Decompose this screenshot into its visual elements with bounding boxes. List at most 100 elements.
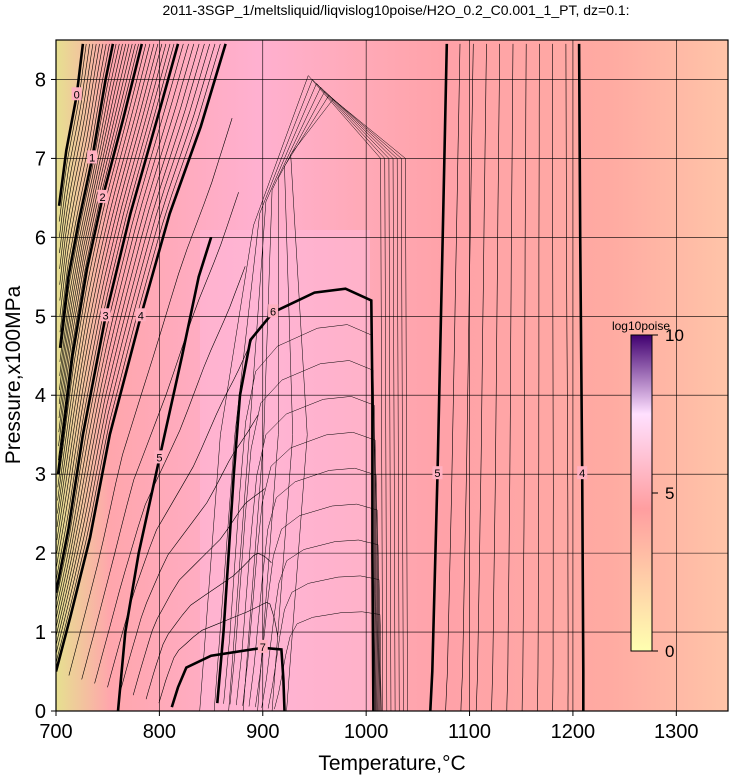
minor-contour-line — [445, 43, 461, 711]
minor-contour-line — [475, 43, 487, 711]
minor-contour-line — [229, 360, 376, 711]
minor-contour-line — [57, 43, 151, 501]
minor-contour-line — [228, 82, 392, 711]
minor-contour-line — [81, 192, 239, 680]
colorbar-tick-label: 0 — [665, 642, 674, 661]
contour-label: 0 — [74, 89, 80, 101]
minor-contour-line — [257, 90, 400, 711]
x-tick-label: 1200 — [551, 721, 596, 743]
minor-contour-line — [58, 43, 87, 222]
colorbar-ticks: 0 5 10 — [652, 326, 684, 661]
x-tick-label: 1100 — [448, 721, 491, 743]
minor-contour-line — [59, 43, 94, 254]
y-tick-label: 2 — [35, 543, 46, 565]
contour-label: 5 — [434, 468, 440, 480]
contour-label: 1 — [89, 152, 95, 164]
minor-contour-line — [565, 43, 569, 711]
y-tick-label: 3 — [35, 464, 46, 486]
minor-contour-line — [506, 43, 514, 711]
colorbar-tick-label: 10 — [665, 326, 684, 345]
minor-contour-line — [68, 118, 233, 676]
contour-label-bg — [257, 639, 268, 653]
x-tick-label: 800 — [143, 721, 176, 743]
minor-contour-line — [242, 432, 378, 711]
minor-contour-line — [59, 43, 97, 269]
pink-core-region — [200, 230, 370, 710]
minor-contour-line — [59, 43, 123, 391]
minor-contours — [56, 43, 569, 711]
minor-contour-line — [56, 43, 210, 646]
minor-contour-line — [56, 43, 175, 580]
plot-frame — [55, 39, 729, 712]
major-contour-line — [56, 43, 144, 475]
minor-contour-line — [271, 94, 404, 711]
contour-label: 3 — [103, 310, 109, 322]
minor-contour-line — [57, 43, 147, 488]
contour-label-bg — [154, 450, 165, 464]
contour-label: 6 — [270, 306, 276, 318]
colorbar: log10poise 0 5 10 — [612, 319, 684, 661]
major-contour-line — [57, 43, 85, 206]
contour-label-bg — [135, 308, 146, 322]
y-ticks: 0 1 2 3 4 5 6 7 8 — [35, 69, 56, 723]
minor-contour-line — [248, 467, 379, 711]
minor-contour-line — [107, 340, 252, 688]
x-tick-label: 900 — [246, 721, 279, 743]
minor-contour-line — [255, 503, 379, 711]
minor-contour-line — [199, 75, 383, 711]
contour-label-bg — [100, 308, 111, 322]
contour-labels: 4 5 5 6 7 4 3 2 1 0 — [71, 87, 588, 654]
minor-contour-line — [58, 43, 139, 461]
minor-contour-line — [59, 43, 90, 238]
plot-background — [56, 40, 728, 711]
colorbar-tick-label: 5 — [665, 484, 674, 503]
y-tick-label: 7 — [35, 148, 46, 170]
minor-contour-line — [58, 43, 126, 405]
y-tick-label: 5 — [35, 306, 46, 328]
y-tick-label: 6 — [35, 227, 46, 249]
minor-contour-line — [460, 43, 474, 711]
minor-contour-line — [57, 43, 155, 514]
colorbar-title: log10poise — [612, 319, 670, 333]
contour-label-bg — [87, 150, 98, 164]
x-tick-label: 1300 — [654, 721, 699, 743]
minor-contour-line — [56, 43, 200, 628]
major-contour-line — [58, 43, 115, 349]
minor-contour-line — [242, 86, 396, 711]
minor-contour-line — [552, 43, 554, 711]
minor-contour-line — [56, 43, 163, 541]
x-axis-label: Temperature,°C — [318, 752, 465, 775]
y-tick-label: 4 — [35, 385, 46, 407]
y-axis-label: Pressure,x100MPa — [2, 285, 25, 464]
chart-title: 2011-3SGP_1/meltsliquid/liqvislog10poise… — [162, 2, 629, 18]
y-tick-label: 1 — [35, 622, 46, 644]
y-tick-label: 8 — [35, 69, 46, 91]
contour-label-bg — [71, 87, 82, 101]
minor-contour-line — [213, 79, 388, 711]
minor-contour-line — [56, 43, 159, 527]
contour-label: 5 — [156, 452, 162, 464]
minor-contour-line — [286, 98, 408, 711]
colorbar-ramp — [630, 334, 653, 652]
contour-label: 7 — [260, 642, 266, 654]
contour-label: 4 — [579, 468, 585, 480]
contour-label-bg — [432, 466, 443, 480]
x-tick-label: 700 — [39, 721, 72, 743]
minor-contour-line — [56, 43, 189, 611]
minor-contour-line — [537, 43, 540, 711]
contour-label: 2 — [99, 192, 105, 204]
minor-contour-line — [59, 43, 107, 317]
minor-contour-line — [59, 43, 100, 285]
minor-contour-line — [59, 43, 110, 333]
y-tick-label: 0 — [35, 701, 46, 723]
minor-contour-line — [58, 43, 130, 419]
minor-contour-line — [56, 43, 167, 554]
minor-contour-line — [59, 43, 117, 362]
minor-contour-line — [58, 43, 133, 433]
minor-contour-line — [261, 539, 380, 711]
major-contour-line — [56, 43, 227, 672]
minor-contour-line — [132, 488, 265, 696]
contour-label-bg — [97, 189, 108, 203]
minor-contour-line — [56, 43, 205, 637]
minor-contour-line — [94, 266, 246, 684]
